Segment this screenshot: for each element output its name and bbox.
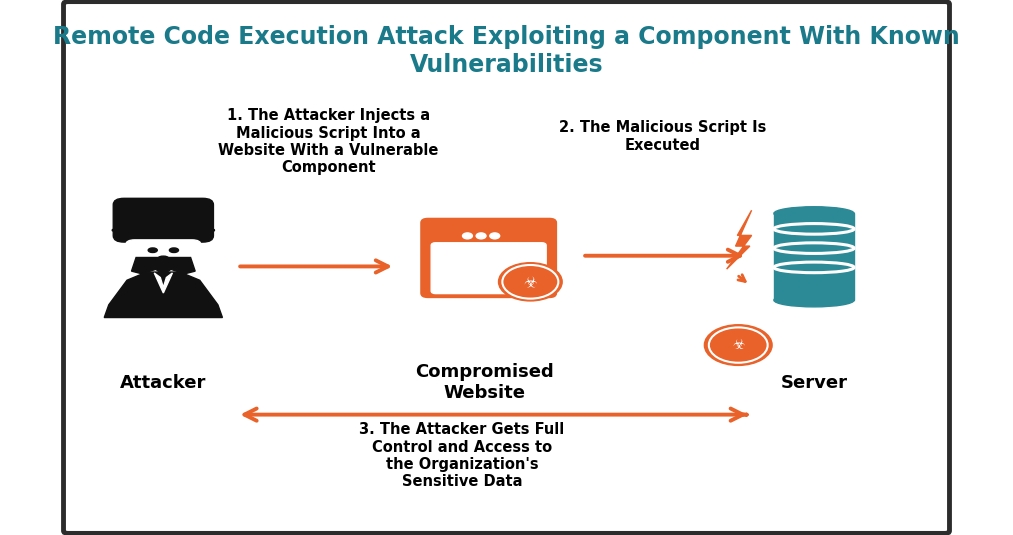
Text: Remote Code Execution Attack Exploiting a Component With Known
Vulnerabilities: Remote Code Execution Attack Exploiting …	[53, 25, 960, 77]
Text: 3. The Attacker Gets Full
Control and Access to
the Organization's
Sensitive Dat: 3. The Attacker Gets Full Control and Ac…	[360, 422, 564, 490]
Circle shape	[463, 233, 472, 239]
FancyBboxPatch shape	[64, 2, 949, 533]
Polygon shape	[154, 273, 172, 293]
FancyBboxPatch shape	[421, 218, 556, 297]
Text: 2. The Malicious Script Is
Executed: 2. The Malicious Script Is Executed	[559, 120, 766, 152]
Ellipse shape	[136, 236, 190, 264]
Ellipse shape	[158, 256, 168, 261]
FancyBboxPatch shape	[113, 198, 214, 242]
FancyBboxPatch shape	[126, 240, 201, 260]
Circle shape	[709, 327, 768, 363]
Text: ☣: ☣	[732, 338, 745, 352]
Text: 1. The Attacker Injects a
Malicious Script Into a
Website With a Vulnerable
Comp: 1. The Attacker Injects a Malicious Scri…	[218, 108, 439, 175]
Circle shape	[498, 263, 562, 301]
Circle shape	[704, 325, 772, 365]
FancyBboxPatch shape	[432, 243, 546, 294]
Text: Server: Server	[780, 373, 848, 392]
Ellipse shape	[774, 207, 854, 220]
Circle shape	[502, 265, 558, 299]
Text: Compromised
Website: Compromised Website	[415, 363, 553, 402]
Polygon shape	[104, 272, 223, 318]
Polygon shape	[726, 210, 752, 269]
Ellipse shape	[774, 293, 854, 307]
Polygon shape	[132, 257, 196, 275]
Ellipse shape	[112, 225, 215, 235]
Text: Attacker: Attacker	[121, 373, 207, 392]
Ellipse shape	[169, 248, 178, 253]
Text: ☣: ☣	[524, 274, 537, 289]
FancyBboxPatch shape	[774, 213, 854, 300]
Circle shape	[476, 233, 486, 239]
Ellipse shape	[148, 248, 157, 253]
Circle shape	[490, 233, 499, 239]
